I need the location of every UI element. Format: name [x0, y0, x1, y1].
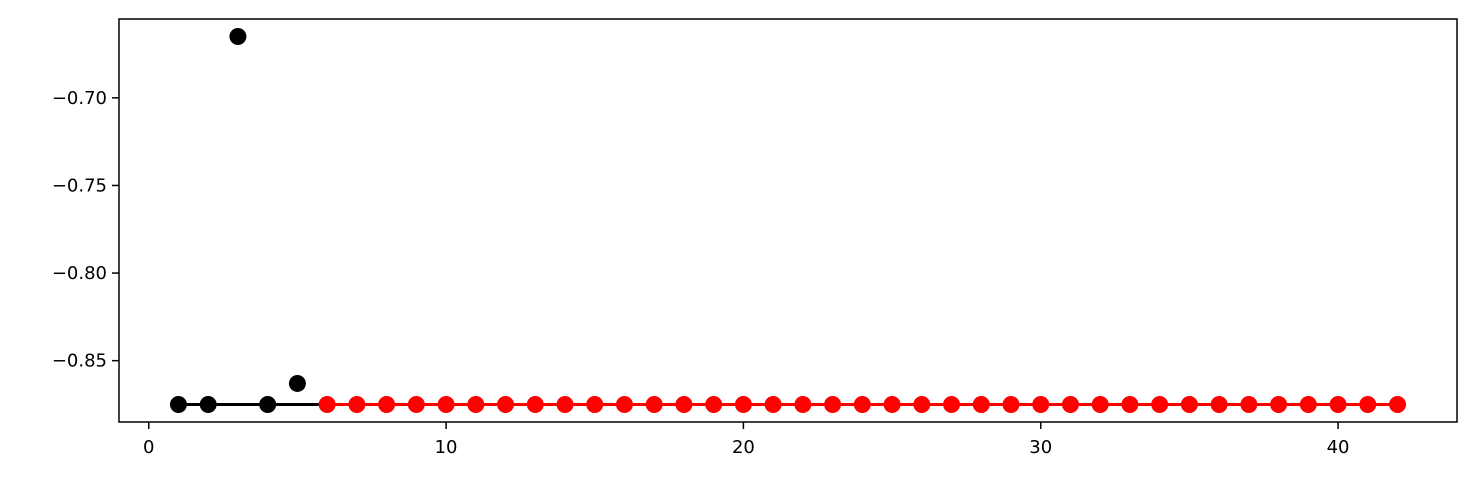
y-tick-label: −0.75: [52, 175, 107, 196]
data-point-s2-36: [1359, 395, 1377, 413]
data-point-s2-29: [1151, 395, 1169, 413]
axis-ticks: 0 10 20 30 40 −0.70 −0.75 −0.80 −0.85: [52, 88, 1350, 458]
plot-frame: [118, 18, 1458, 423]
data-point-s2-2: [348, 395, 366, 413]
data-point-s2-7: [497, 395, 515, 413]
data-point-s2-18: [824, 395, 842, 413]
data-points: [169, 28, 1407, 413]
x-tick-label: 30: [1029, 437, 1052, 458]
data-point-s2-20: [883, 395, 901, 413]
data-point-s2-37: [1389, 395, 1407, 413]
data-point-s2-13: [675, 395, 693, 413]
data-point-s2-27: [1091, 395, 1109, 413]
y-tick-label: −0.85: [52, 351, 107, 372]
x-tick-label: 10: [435, 437, 458, 458]
data-point-s2-30: [1180, 395, 1198, 413]
data-point-s2-33: [1270, 395, 1288, 413]
data-point-s1-2: [199, 395, 217, 413]
data-point-s2-17: [794, 395, 812, 413]
data-point-s2-24: [1002, 395, 1020, 413]
data-point-s2-11: [615, 395, 633, 413]
data-point-s2-21: [913, 395, 931, 413]
data-point-s2-5: [437, 395, 455, 413]
data-point-s2-16: [764, 395, 782, 413]
data-point-s2-15: [734, 395, 752, 413]
data-point-s2-1: [318, 395, 336, 413]
data-point-s2-14: [705, 395, 723, 413]
data-point-s2-32: [1240, 395, 1258, 413]
data-point-s2-6: [467, 395, 485, 413]
y-tick-label: −0.70: [52, 88, 107, 109]
data-point-s2-3: [378, 395, 396, 413]
data-point-s2-31: [1210, 395, 1228, 413]
data-point-s2-25: [1032, 395, 1050, 413]
data-point-s2-9: [556, 395, 574, 413]
data-point-s2-34: [1299, 395, 1317, 413]
data-point-s2-28: [1121, 395, 1139, 413]
data-point-s2-22: [943, 395, 961, 413]
data-point-s1-1: [169, 395, 187, 413]
data-point-s2-35: [1329, 395, 1347, 413]
data-point-s2-8: [526, 395, 544, 413]
x-tick-label: 40: [1327, 437, 1350, 458]
data-point-s2-19: [853, 395, 871, 413]
data-point-s1-4: [259, 395, 277, 413]
data-point-s2-4: [407, 395, 425, 413]
data-point-s2-12: [645, 395, 663, 413]
data-point-s1-5: [288, 374, 306, 392]
data-point-s2-26: [1061, 395, 1079, 413]
y-tick-label: −0.80: [52, 263, 107, 284]
data-point-s2-10: [586, 395, 604, 413]
x-tick-label: 20: [732, 437, 755, 458]
data-point-s1-3: [229, 28, 247, 46]
x-tick-label: 0: [143, 437, 154, 458]
data-point-s2-23: [972, 395, 990, 413]
